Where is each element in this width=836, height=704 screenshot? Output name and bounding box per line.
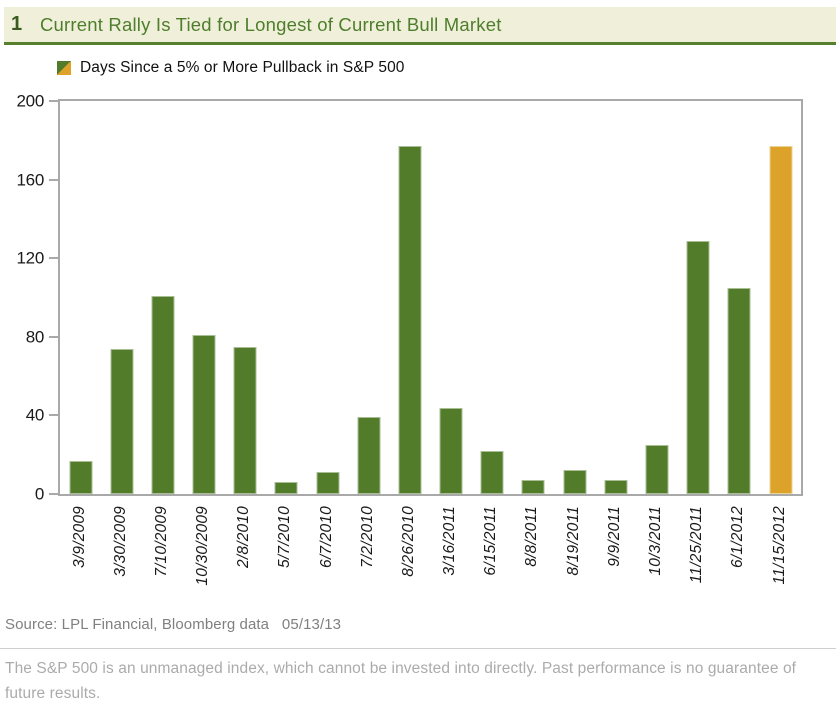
bar-slot: 2/8/2010	[225, 101, 266, 568]
plot-area: 3/9/2009 3/30/2009 7/10/2009 10/30/2009 2/8/…	[17, 93, 803, 586]
y-axis-tick-label: 40	[25, 405, 45, 425]
bar-slot: 11/25/2011	[678, 101, 719, 583]
x-axis-tick-label: 3/16/2011	[441, 506, 459, 576]
bar	[480, 450, 504, 494]
y-axis-tick	[49, 335, 60, 338]
bar	[563, 470, 587, 494]
bar-slot: 5/7/2010	[266, 101, 307, 568]
bar-slot: 6/1/2012	[719, 101, 760, 568]
bar	[357, 417, 381, 494]
bar	[274, 482, 298, 494]
x-axis-tick-label: 3/9/2009	[70, 506, 88, 568]
bar	[521, 480, 545, 494]
y-axis-tick-label: 160	[16, 170, 45, 190]
y-axis-tick	[49, 257, 60, 260]
x-axis-tick-label: 10/3/2011	[646, 506, 664, 576]
bar-slot: 7/2/2010	[348, 101, 389, 568]
y-axis-tick	[49, 493, 60, 495]
chart-header-bar: 1 Current Rally Is Tied for Longest of C…	[4, 7, 836, 42]
chart-title: Current Rally Is Tied for Longest of Cur…	[40, 13, 502, 35]
x-axis-tick-label: 8/26/2010	[399, 506, 417, 577]
x-axis-tick-label: 8/19/2011	[564, 506, 582, 576]
bar-slot: 7/10/2009	[142, 101, 183, 577]
y-axis-tick-label: 120	[16, 248, 45, 268]
diagonal-split-square-icon	[57, 61, 71, 75]
bar-slot: 3/16/2011	[431, 101, 472, 576]
x-axis-tick-label: 9/9/2011	[605, 506, 623, 567]
x-axis-tick-label: 7/2/2010	[358, 506, 376, 568]
header-underline	[4, 42, 836, 45]
bar	[151, 295, 175, 494]
x-axis-tick-label: 11/25/2011	[688, 506, 706, 584]
bar-slot: 6/7/2010	[307, 101, 348, 568]
bars-layer: 3/9/2009 3/30/2009 7/10/2009 10/30/2009 2/8/…	[60, 101, 801, 586]
bar-slot: 8/26/2010	[389, 101, 430, 577]
highlighted-bar	[769, 146, 792, 494]
x-axis-tick-label: 6/15/2011	[482, 506, 500, 576]
x-axis-tick-label: 11/15/2012	[770, 506, 788, 585]
y-axis-tick	[49, 414, 60, 417]
bar-slot: 3/30/2009	[101, 101, 142, 577]
bar	[686, 240, 710, 494]
bar-slot: 3/9/2009	[60, 101, 101, 568]
x-axis-tick-label: 3/30/2009	[111, 506, 129, 577]
bar	[233, 346, 257, 494]
legend-label: Days Since a 5% or More Pullback in S&P …	[80, 59, 405, 76]
bar-slot: 11/15/2012	[760, 101, 801, 584]
bar-slot: 6/15/2011	[472, 101, 513, 576]
bar	[439, 407, 463, 494]
x-axis-tick-label: 6/7/2010	[317, 506, 335, 568]
footer-divider	[0, 648, 836, 649]
y-axis-tick	[49, 100, 60, 102]
bar-slot: 8/19/2011	[554, 101, 595, 576]
bar	[110, 348, 134, 494]
y-axis-tick-label: 0	[34, 484, 44, 504]
bar	[192, 334, 216, 494]
bar-slot: 10/3/2011	[636, 101, 677, 576]
disclaimer-text: The S&P 500 is an unmanaged index, which…	[5, 660, 797, 702]
x-axis-tick-label: 10/30/2009	[194, 506, 212, 586]
x-axis-tick-label: 2/8/2010	[235, 506, 253, 568]
bar-slot: 9/9/2011	[595, 101, 636, 567]
chart-legend: Days Since a 5% or More Pullback in S&P …	[57, 59, 405, 77]
bar	[604, 480, 628, 494]
figure-number: 1	[11, 13, 23, 35]
bar	[316, 472, 340, 494]
bar-slot: 10/30/2009	[184, 101, 225, 586]
x-axis-tick-label: 5/7/2010	[276, 506, 294, 568]
x-axis-tick-label: 8/8/2011	[523, 506, 541, 567]
y-axis-tick-label: 200	[16, 91, 45, 111]
y-axis-tick	[49, 178, 60, 181]
bar	[398, 146, 422, 494]
y-axis-tick-label: 80	[25, 327, 45, 347]
x-axis-tick-label: 6/1/2012	[729, 506, 747, 568]
x-axis-tick-label: 7/10/2009	[152, 506, 170, 577]
bar	[645, 444, 669, 494]
bar	[727, 287, 751, 494]
bar-slot: 8/8/2011	[513, 101, 554, 567]
source-line: Source: LPL Financial, Bloomberg data 05…	[5, 616, 342, 633]
bar	[69, 460, 93, 494]
